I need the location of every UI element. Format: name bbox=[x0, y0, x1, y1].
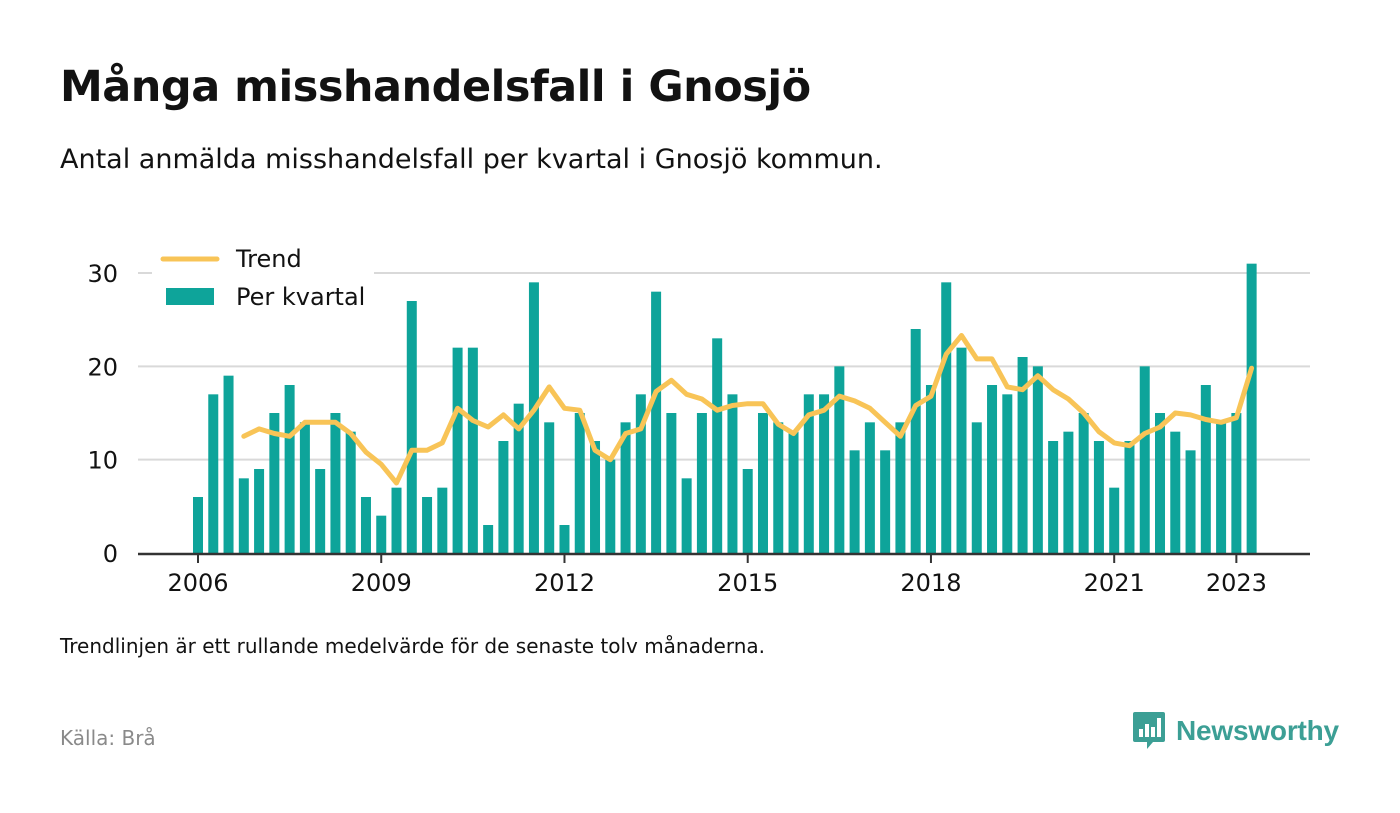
bar bbox=[208, 394, 219, 553]
bar bbox=[422, 497, 433, 553]
bar bbox=[254, 469, 265, 553]
bar bbox=[910, 329, 921, 553]
bar bbox=[193, 497, 203, 553]
bar bbox=[803, 394, 814, 553]
bar bbox=[223, 375, 234, 553]
bar bbox=[773, 422, 784, 553]
bar bbox=[788, 431, 799, 553]
chart-subtitle: Antal anmälda misshandelsfall per kvarta… bbox=[60, 144, 883, 175]
bar bbox=[941, 282, 952, 553]
x-tick-label: 2012 bbox=[534, 569, 595, 597]
bar bbox=[712, 338, 723, 553]
chart: 0 10 20 30 2006 2009 2012 2015 2018 2021 2023 Tren… bbox=[87, 240, 1310, 597]
legend: Trend Per kvartal bbox=[152, 240, 374, 316]
y-tick-label: 20 bbox=[87, 353, 118, 381]
bar bbox=[651, 291, 662, 553]
bar bbox=[956, 347, 967, 553]
chart-title: Många misshandelsfall i Gnosjö bbox=[60, 62, 811, 112]
bar bbox=[1246, 263, 1257, 553]
bar bbox=[1200, 385, 1211, 553]
bar bbox=[925, 385, 936, 553]
bar bbox=[895, 422, 906, 553]
bar bbox=[1185, 450, 1196, 553]
axis-layer: 0 10 20 30 2006 2009 2012 2015 2018 2021 2023 bbox=[87, 260, 1310, 597]
bar bbox=[605, 459, 616, 553]
bar bbox=[330, 413, 341, 553]
bar-layer bbox=[193, 263, 1257, 553]
bar bbox=[284, 385, 295, 553]
newsworthy-logo: Newsworthy bbox=[1132, 711, 1339, 751]
bar bbox=[620, 422, 631, 553]
bar bbox=[1139, 366, 1150, 553]
bar bbox=[757, 413, 768, 553]
bar bbox=[864, 422, 875, 553]
bar bbox=[696, 413, 707, 553]
bar bbox=[376, 515, 387, 553]
brand-name: Newsworthy bbox=[1176, 715, 1339, 746]
source-label: Källa: Brå bbox=[60, 726, 156, 750]
bar bbox=[971, 422, 982, 553]
y-tick-label: 0 bbox=[103, 540, 118, 568]
bar bbox=[238, 478, 249, 553]
bar bbox=[666, 413, 677, 553]
bar bbox=[513, 403, 524, 553]
x-tick-label: 2009 bbox=[351, 569, 412, 597]
bar bbox=[391, 487, 402, 553]
x-tick-label: 2023 bbox=[1206, 569, 1267, 597]
bar bbox=[315, 469, 326, 553]
x-tick-label: 2021 bbox=[1084, 569, 1145, 597]
bar bbox=[437, 487, 448, 553]
bar bbox=[483, 525, 494, 553]
chart-note: Trendlinjen är ett rullande medelvärde f… bbox=[60, 634, 766, 658]
bar bbox=[1124, 441, 1135, 553]
bar bbox=[1063, 431, 1074, 553]
bar bbox=[1155, 413, 1166, 553]
bar bbox=[1078, 413, 1089, 553]
bar bbox=[1170, 431, 1181, 553]
bar bbox=[834, 366, 845, 553]
bar bbox=[880, 450, 891, 553]
y-tick-label: 30 bbox=[87, 260, 118, 288]
bar bbox=[1017, 357, 1028, 553]
x-tick-label: 2015 bbox=[717, 569, 778, 597]
bar bbox=[345, 431, 356, 553]
bar bbox=[849, 450, 860, 553]
bar bbox=[590, 441, 601, 553]
newsworthy-logo-icon bbox=[1133, 712, 1165, 749]
bar bbox=[467, 347, 478, 553]
bar bbox=[1048, 441, 1059, 553]
bar bbox=[544, 422, 555, 553]
bar bbox=[1109, 487, 1120, 553]
bar bbox=[1032, 366, 1043, 553]
bar bbox=[819, 394, 830, 553]
x-tick-label: 2018 bbox=[900, 569, 961, 597]
bar bbox=[452, 347, 463, 553]
bar bbox=[742, 469, 753, 553]
bar bbox=[528, 282, 539, 553]
trend-line bbox=[241, 333, 1255, 486]
bar bbox=[635, 394, 646, 553]
bar bbox=[559, 525, 570, 553]
bar bbox=[574, 413, 585, 553]
bar bbox=[1002, 394, 1013, 553]
bar bbox=[987, 385, 998, 553]
trend-layer bbox=[241, 333, 1255, 486]
legend-trend-label: Trend bbox=[235, 245, 302, 273]
bar bbox=[681, 478, 692, 553]
bar bbox=[1231, 413, 1242, 553]
x-tick-label: 2006 bbox=[167, 569, 228, 597]
legend-bar-swatch bbox=[166, 288, 214, 305]
bar bbox=[727, 394, 738, 553]
legend-bar-label: Per kvartal bbox=[236, 283, 365, 311]
bar bbox=[299, 422, 310, 553]
bar bbox=[406, 301, 417, 553]
bar bbox=[269, 413, 280, 553]
bar bbox=[360, 497, 371, 553]
bar bbox=[1093, 441, 1104, 553]
bar bbox=[498, 441, 509, 553]
bar bbox=[1216, 422, 1227, 553]
y-tick-label: 10 bbox=[87, 447, 118, 475]
